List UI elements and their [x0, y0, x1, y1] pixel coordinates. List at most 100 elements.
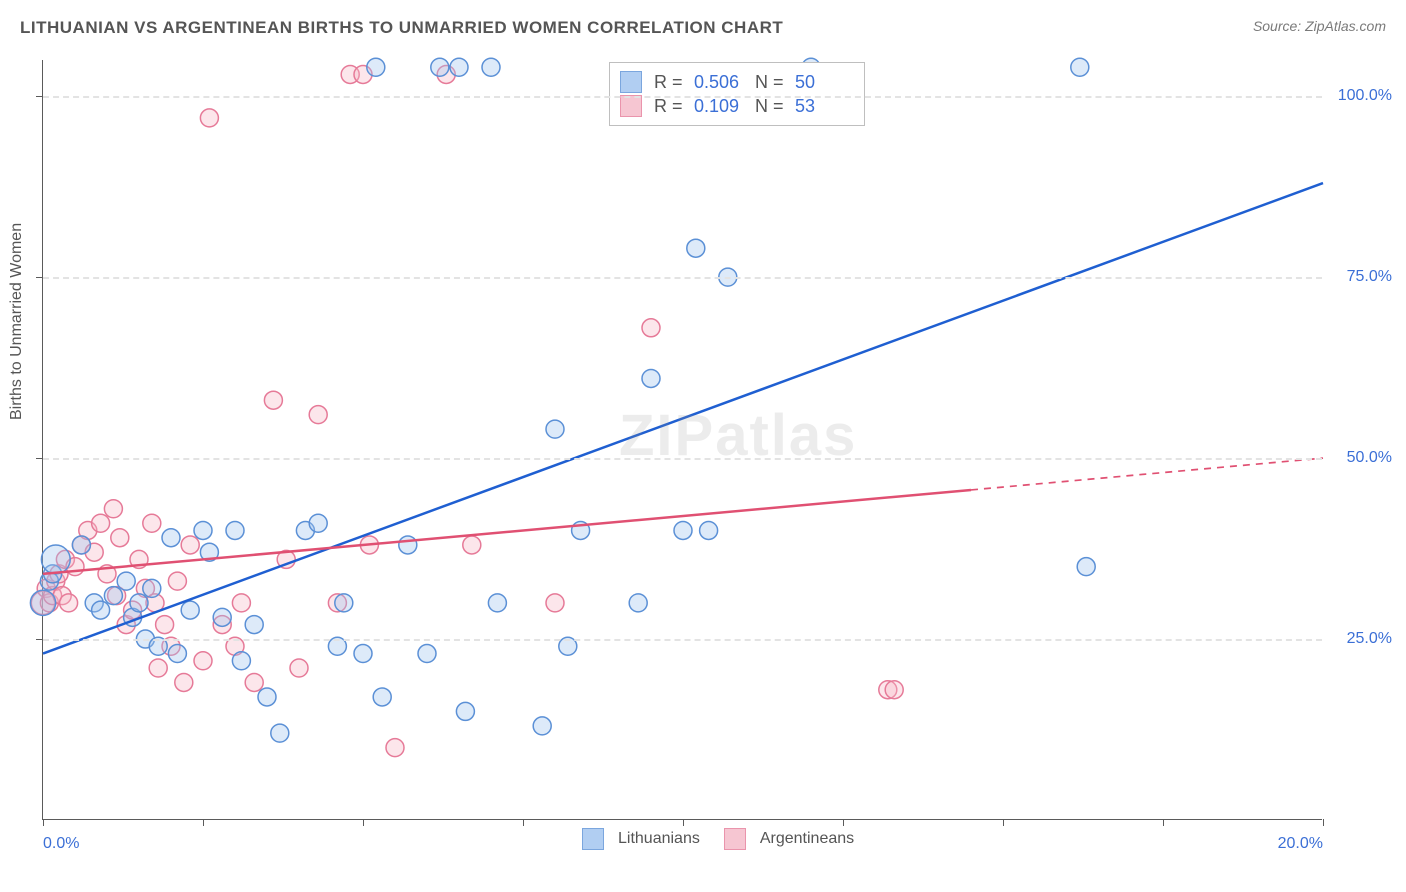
trend-line-argentineans — [43, 490, 971, 574]
data-point-lithuanians — [1077, 558, 1095, 576]
legend-label-argentineans: Argentineans — [760, 830, 854, 848]
data-point-argentineans — [232, 594, 250, 612]
data-point-lithuanians — [642, 369, 660, 387]
trend-line-dashed-argentineans — [971, 458, 1323, 490]
x-tick — [683, 819, 684, 826]
x-tick — [203, 819, 204, 826]
data-point-lithuanians — [629, 594, 647, 612]
x-tick-label: 20.0% — [1278, 835, 1323, 853]
chart-title: LITHUANIAN VS ARGENTINEAN BIRTHS TO UNMA… — [20, 18, 783, 38]
x-tick — [523, 819, 524, 826]
data-point-argentineans — [149, 659, 167, 677]
data-point-lithuanians — [700, 521, 718, 539]
data-point-lithuanians — [335, 594, 353, 612]
data-point-argentineans — [92, 514, 110, 532]
data-point-argentineans — [181, 536, 199, 554]
data-point-lithuanians — [399, 536, 417, 554]
data-point-lithuanians — [245, 616, 263, 634]
gridline — [43, 96, 1322, 98]
x-tick — [363, 819, 364, 826]
data-point-lithuanians — [309, 514, 327, 532]
legend-item-argentineans: Argentineans — [724, 828, 854, 850]
data-point-argentineans — [175, 673, 193, 691]
data-point-lithuanians — [354, 645, 372, 663]
legend-N-value-lithuanians: 50 — [795, 72, 850, 93]
data-point-lithuanians — [92, 601, 110, 619]
legend-label-lithuanians: Lithuanians — [618, 830, 700, 848]
y-axis-label: Births to Unmarried Women — [8, 223, 26, 420]
legend-swatch-argentineans — [724, 828, 746, 850]
data-point-lithuanians — [271, 724, 289, 742]
legend-R-label: R = — [654, 72, 688, 93]
data-point-argentineans — [546, 594, 564, 612]
data-point-argentineans — [309, 406, 327, 424]
data-point-argentineans — [386, 739, 404, 757]
data-point-lithuanians — [456, 702, 474, 720]
data-point-argentineans — [104, 500, 122, 518]
data-point-lithuanians — [72, 536, 90, 554]
data-point-argentineans — [143, 514, 161, 532]
data-point-argentineans — [194, 652, 212, 670]
data-point-lithuanians — [162, 529, 180, 547]
data-point-lithuanians — [232, 652, 250, 670]
legend-R-value-argentineans: 0.109 — [694, 96, 749, 117]
data-point-lithuanians — [1071, 58, 1089, 76]
data-point-lithuanians — [418, 645, 436, 663]
source-name: ZipAtlas.com — [1305, 18, 1386, 34]
data-point-lithuanians — [450, 58, 468, 76]
data-point-lithuanians — [258, 688, 276, 706]
legend-stats-box: R =0.506N =50R =0.109N =53 — [609, 62, 865, 126]
y-tick-label: 100.0% — [1332, 87, 1392, 105]
data-point-lithuanians — [482, 58, 500, 76]
legend-stats-row-lithuanians: R = 0.506 N = 50 — [620, 71, 850, 93]
legend-R-value-lithuanians: 0.506 — [694, 72, 749, 93]
data-point-lithuanians — [41, 545, 70, 574]
x-tick — [1003, 819, 1004, 826]
data-point-argentineans — [463, 536, 481, 554]
data-point-lithuanians — [367, 58, 385, 76]
data-point-lithuanians — [431, 58, 449, 76]
y-tick-label: 75.0% — [1332, 268, 1392, 286]
gridline — [43, 639, 1322, 641]
data-point-lithuanians — [226, 521, 244, 539]
legend-swatch-argentineans — [620, 95, 642, 117]
x-tick — [843, 819, 844, 826]
legend-R-label: R = — [654, 96, 688, 117]
y-tick — [36, 458, 43, 459]
data-point-argentineans — [290, 659, 308, 677]
data-point-lithuanians — [213, 608, 231, 626]
y-tick — [36, 277, 43, 278]
data-point-lithuanians — [30, 590, 55, 615]
data-point-lithuanians — [104, 587, 122, 605]
gridline — [43, 277, 1322, 279]
data-point-argentineans — [168, 572, 186, 590]
legend-N-label: N = — [755, 72, 789, 93]
x-tick — [1323, 819, 1324, 826]
gridline — [43, 458, 1322, 460]
data-point-argentineans — [642, 319, 660, 337]
data-point-argentineans — [245, 673, 263, 691]
legend-stats-row-argentineans: R =0.109N =53 — [620, 95, 850, 117]
data-point-argentineans — [60, 594, 78, 612]
legend-N-label: N = — [755, 96, 789, 117]
x-tick — [43, 819, 44, 826]
data-point-argentineans — [111, 529, 129, 547]
y-tick — [36, 639, 43, 640]
data-point-lithuanians — [130, 594, 148, 612]
legend-series-box: Lithuanians Argentineans — [582, 828, 854, 850]
data-point-argentineans — [885, 681, 903, 699]
x-tick — [1163, 819, 1164, 826]
data-point-lithuanians — [117, 572, 135, 590]
legend-swatch-lithuanians — [582, 828, 604, 850]
data-point-lithuanians — [373, 688, 391, 706]
data-point-argentineans — [264, 391, 282, 409]
data-point-lithuanians — [687, 239, 705, 257]
data-point-lithuanians — [168, 645, 186, 663]
legend-swatch-lithuanians — [620, 71, 642, 93]
data-point-argentineans — [200, 109, 218, 127]
y-tick — [36, 96, 43, 97]
data-point-lithuanians — [181, 601, 199, 619]
legend-item-lithuanians: Lithuanians — [582, 828, 700, 850]
data-point-lithuanians — [194, 521, 212, 539]
data-point-lithuanians — [143, 579, 161, 597]
